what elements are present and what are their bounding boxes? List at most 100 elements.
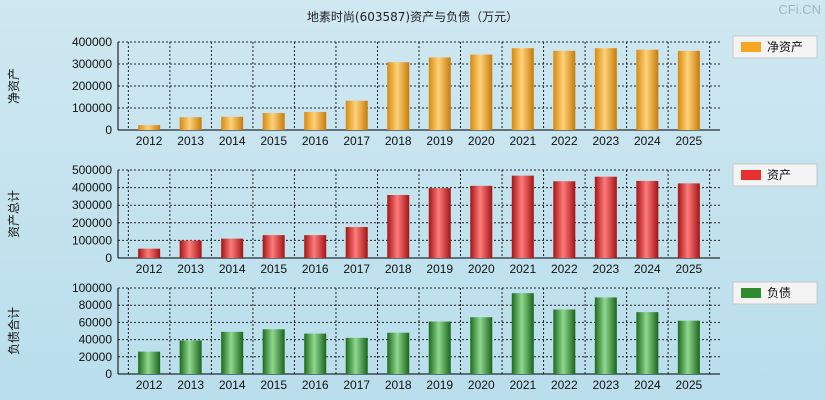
net-assets-x-tick-label: 2024 (634, 134, 661, 148)
liabilities-x-tick-label: 2016 (302, 378, 329, 392)
net-assets-y-tick-label: 400000 (72, 35, 112, 49)
assets-bar-2019 (428, 188, 451, 258)
net-assets-x-tick-label: 2013 (177, 134, 204, 148)
net-assets-bar-2016 (304, 111, 327, 130)
liabilities-y-tick-label: 80000 (79, 298, 113, 312)
liabilities-bar-2014 (221, 331, 244, 374)
assets-y-tick-label: 100000 (72, 233, 112, 247)
assets-y-tick-label: 400000 (72, 181, 112, 195)
liabilities-x-tick-label: 2021 (509, 378, 536, 392)
watermark: CFi.CN (778, 2, 821, 17)
liabilities-bar-2023 (594, 297, 617, 374)
net-assets-x-tick-label: 2022 (551, 134, 578, 148)
assets-y-tick-label: 500000 (72, 163, 112, 177)
assets-x-tick-label: 2014 (219, 262, 246, 276)
net-assets-x-tick-label: 2020 (468, 134, 495, 148)
liabilities-bar-2016 (304, 333, 327, 374)
assets-x-tick-label: 2013 (177, 262, 204, 276)
assets-bar-2015 (262, 235, 285, 258)
net-assets-y-tick-label: 200000 (72, 79, 112, 93)
assets-bar-2018 (387, 194, 410, 258)
assets-y-tick-label: 300000 (72, 198, 112, 212)
net-assets-bar-2022 (553, 50, 576, 130)
net-assets-y-tick-label: 100000 (72, 101, 112, 115)
liabilities-x-tick-label: 2019 (426, 378, 453, 392)
net-assets-bar-2023 (594, 48, 617, 130)
liabilities-legend (732, 281, 818, 305)
liabilities-legend-swatch (741, 288, 761, 298)
net-assets-x-tick-label: 2023 (592, 134, 619, 148)
net-assets-y-axis-label: 净资产 (7, 68, 21, 104)
net-assets-x-tick-label: 2012 (136, 134, 163, 148)
net-assets-x-tick-label: 2015 (260, 134, 287, 148)
liabilities-x-tick-label: 2017 (343, 378, 370, 392)
liabilities-y-axis-label: 负债合计 (6, 307, 21, 355)
assets-x-tick-label: 2016 (302, 262, 329, 276)
liabilities-bar-2013 (179, 340, 202, 374)
net-assets-bar-2018 (387, 62, 410, 130)
assets-y-tick-label: 200000 (72, 216, 112, 230)
assets-x-tick-label: 2018 (385, 262, 412, 276)
net-assets-legend-label: 净资产 (767, 40, 803, 54)
assets-x-tick-label: 2022 (551, 262, 578, 276)
liabilities-x-tick-label: 2018 (385, 378, 412, 392)
net-assets-bar-2015 (262, 113, 285, 130)
liabilities-x-tick-label: 2014 (219, 378, 246, 392)
liabilities-bar-2019 (428, 321, 451, 374)
assets-bar-2017 (345, 227, 368, 258)
liabilities-bar-2018 (387, 332, 410, 374)
net-assets-bar-2021 (511, 48, 534, 130)
net-assets-x-tick-label: 2014 (219, 134, 246, 148)
net-assets-y-tick-label: 300000 (72, 57, 112, 71)
liabilities-y-tick-label: 60000 (79, 315, 113, 329)
assets-x-tick-label: 2021 (509, 262, 536, 276)
assets-legend-swatch (741, 170, 761, 180)
net-assets-bar-2017 (345, 100, 368, 130)
liabilities-x-tick-label: 2020 (468, 378, 495, 392)
liabilities-bar-2017 (345, 337, 368, 374)
liabilities-y-tick-label: 40000 (79, 333, 113, 347)
liabilities-x-tick-label: 2023 (592, 378, 619, 392)
assets-bar-2012 (138, 248, 161, 258)
assets-legend (732, 163, 818, 187)
net-assets-y-tick-label: 0 (105, 123, 112, 137)
net-assets-legend-swatch (741, 42, 761, 52)
assets-y-tick-label: 0 (105, 251, 112, 265)
assets-x-tick-label: 2025 (676, 262, 703, 276)
net-assets-bar-2012 (138, 125, 161, 130)
net-assets-bar-2020 (470, 54, 493, 130)
assets-x-tick-label: 2024 (634, 262, 661, 276)
liabilities-bar-2015 (262, 329, 285, 374)
net-assets-x-tick-label: 2016 (302, 134, 329, 148)
liabilities-bar-2024 (636, 312, 659, 374)
net-assets-legend (732, 35, 818, 59)
assets-bar-2016 (304, 235, 327, 258)
liabilities-bar-2020 (470, 317, 493, 374)
assets-bar-2014 (221, 238, 244, 258)
liabilities-bar-2012 (138, 351, 161, 374)
assets-bar-2022 (553, 181, 576, 258)
liabilities-y-tick-label: 0 (105, 367, 112, 381)
liabilities-bar-2025 (677, 320, 700, 374)
assets-bar-2024 (636, 180, 659, 258)
net-assets-bar-2024 (636, 49, 659, 131)
liabilities-x-tick-label: 2013 (177, 378, 204, 392)
net-assets-bar-2014 (221, 116, 244, 130)
assets-x-tick-label: 2015 (260, 262, 287, 276)
assets-x-tick-label: 2019 (426, 262, 453, 276)
assets-y-axis-label: 资产总计 (7, 190, 21, 238)
liabilities-y-tick-label: 100000 (72, 281, 112, 295)
net-assets-x-tick-label: 2019 (426, 134, 453, 148)
net-assets-x-tick-label: 2021 (509, 134, 536, 148)
assets-bar-2023 (594, 176, 617, 258)
assets-x-tick-label: 2017 (343, 262, 370, 276)
liabilities-bar-2022 (553, 309, 576, 374)
net-assets-bar-2025 (677, 50, 700, 130)
assets-x-tick-label: 2020 (468, 262, 495, 276)
liabilities-legend-label: 负债 (767, 286, 791, 300)
net-assets-x-tick-label: 2025 (676, 134, 703, 148)
assets-bar-2021 (511, 175, 534, 258)
liabilities-bar-2021 (511, 293, 534, 374)
liabilities-x-tick-label: 2022 (551, 378, 578, 392)
